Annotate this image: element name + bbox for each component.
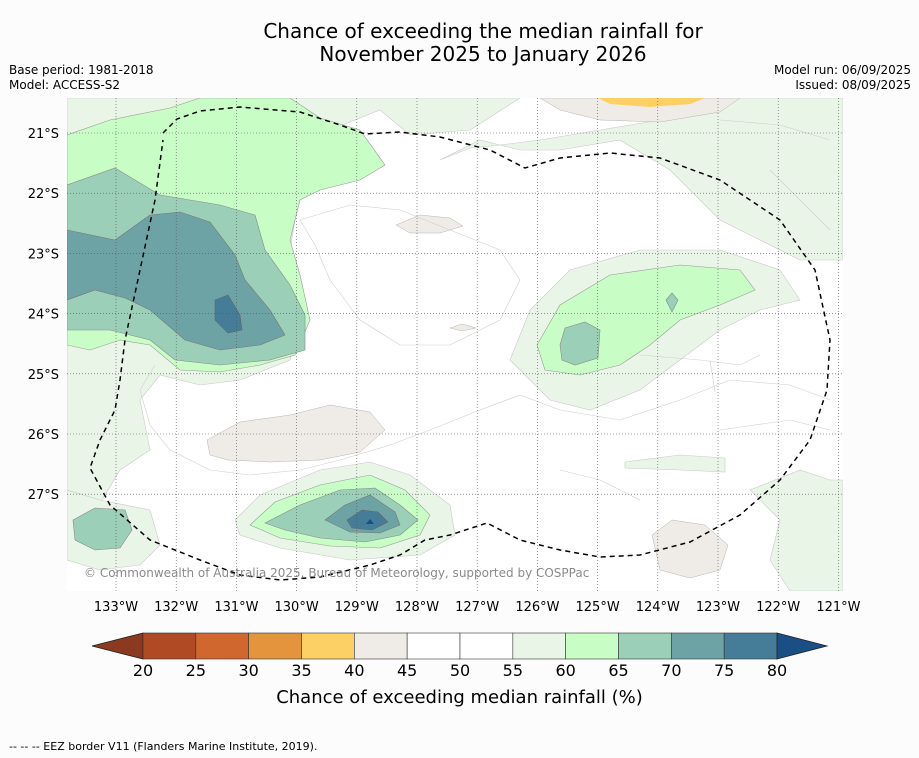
colorbar-tick-label: 20 [133,661,153,680]
colorbar-segment [354,632,408,660]
colorbar-segment [195,632,249,660]
colorbar-segment [248,632,302,660]
latitude-axis-labels: 21°S 22°S 23°S 24°S 25°S 26°S 27°S [28,127,59,503]
base-period-text: Base period: 1981-2018 [9,63,154,77]
colorbar-tick-label: 75 [714,661,734,680]
map-title: Chance of exceeding the median rainfall … [0,20,919,66]
longitude-label: 128°W [395,600,439,615]
contour-75-80-south [346,509,389,531]
latitude-label: 22°S [28,187,59,202]
colorbar-label: Chance of exceeding median rainfall (%) [276,687,643,708]
colorbar-tick-label: 45 [397,661,417,680]
longitude-axis-labels: 133°W 132°W 131°W 130°W 129°W 128°W 127°W 126°W… [94,600,861,615]
longitude-label: 130°W [275,600,319,615]
title-line-2: November 2025 to January 2026 [319,42,647,66]
contour-line-50d [559,119,831,501]
colorbar-tick-label: 40 [344,661,364,680]
colorbar-segment [671,632,725,660]
colorbar-segment [459,632,514,660]
colorbar-segment [301,632,355,660]
latitude-label: 26°S [28,428,59,443]
eez-border [89,106,831,581]
contour-55-60-southeast [749,469,843,591]
colorbar-segment [512,632,566,660]
colorbar-tick-label: 35 [291,661,311,680]
longitude-label: 132°W [154,600,198,615]
longitude-label: 133°W [94,600,138,615]
copyright-notice: © Commonwealth of Australia 2025, Bureau… [84,566,589,580]
model-text: Model: ACCESS-S2 [9,78,121,92]
contour-40-45-southeast [651,519,729,579]
issued-text: Issued: 08/09/2025 [795,78,911,92]
longitude-label: 124°W [636,600,680,615]
colorbar-segment [723,632,778,660]
contour-35-40-north [598,98,705,107]
colorbar-tick-label: 60 [555,661,575,680]
colorbar-tick-label: 50 [450,661,470,680]
contour-80-plus-south [366,519,374,524]
latitude-label: 24°S [28,308,59,323]
colorbar-extend-high [776,632,829,660]
contour-line-50b [299,204,521,346]
longitude-label: 122°W [756,600,800,615]
contour-75-80-west [214,294,243,334]
contour-65-70-small [665,292,679,313]
colorbar-tick-label: 70 [661,661,681,680]
contour-line-50 [139,364,831,476]
run-info-right: Model run: 06/09/2025 Issued: 08/09/2025 [774,63,911,93]
contour-line-50c [639,354,761,393]
latitude-label: 27°S [28,488,59,503]
contour-40-45-west [206,404,386,463]
longitude-label: 129°W [335,600,379,615]
colorbar-tick-label: 65 [608,661,628,680]
latitude-gridlines [67,132,843,495]
colorbar-extend-low [91,632,144,660]
colorbar-tick-label: 80 [767,661,787,680]
contour-65-70-southwest [72,507,133,551]
contour-55-60-band [624,454,726,473]
model-run-text: Model run: 06/09/2025 [773,63,911,77]
latitude-label: 25°S [28,368,59,383]
longitude-label: 126°W [515,600,559,615]
colorbar-tick-label: 25 [186,661,206,680]
colorbar-tick-label: 30 [238,661,258,680]
longitude-label: 121°W [816,600,860,615]
longitude-label: 123°W [696,600,740,615]
colorbar-segment [406,632,461,660]
run-info-left: Base period: 1981-2018 Model: ACCESS-S2 [9,63,154,93]
latitude-label: 23°S [28,247,59,262]
eez-legend-note: -- -- -- EEZ border V11 (Flanders Marine… [9,740,318,753]
longitude-label: 131°W [214,600,258,615]
contour-65-70-east [559,321,601,366]
longitude-label: 125°W [576,600,620,615]
colorbar: 20 25 30 35 40 45 50 55 60 65 70 75 80 [91,632,829,680]
map-plot-area: © Commonwealth of Australia 2025, Bureau… [67,98,843,591]
latitude-label: 21°S [28,127,59,142]
colorbar-tick-label: 55 [503,661,523,680]
longitude-gridlines [115,98,839,591]
title-line-1: Chance of exceeding the median rainfall … [263,19,703,43]
colorbar-segment [142,632,197,660]
colorbar-segment [565,632,619,660]
longitude-label: 127°W [455,600,499,615]
contour-55-60-northeast [439,98,843,261]
contour-40-45-small [449,323,477,332]
colorbar-segment [618,632,672,660]
